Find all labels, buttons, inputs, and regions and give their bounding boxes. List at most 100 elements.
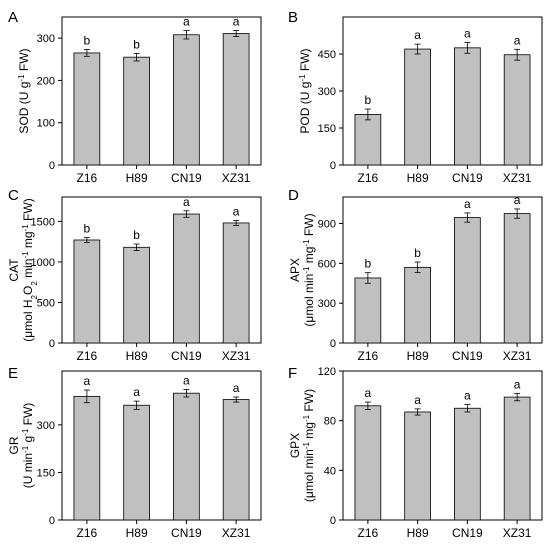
ylabel-part: FW) — [21, 198, 35, 224]
y-axis-label-name: GPX — [288, 433, 302, 458]
ylabel-part: -1 — [21, 445, 30, 453]
significance-label: a — [365, 386, 372, 400]
y-tick-label: 150 — [318, 123, 336, 135]
axes-frame — [61, 196, 262, 344]
ylabel-part: mg — [302, 247, 316, 267]
panel-letter: A — [8, 9, 18, 26]
ylabel-part: -1 — [21, 428, 30, 436]
y-tick-label: 0 — [330, 338, 336, 350]
bar — [173, 392, 200, 521]
y-tick-label: 80 — [324, 416, 336, 428]
significance-label: a — [514, 377, 521, 391]
y-tick-label: 450 — [318, 49, 336, 61]
axes-frame — [342, 196, 543, 344]
category-label: XZ31 — [222, 171, 251, 185]
ylabel-part: (μmol min — [302, 274, 316, 327]
y-axis-label: POD (U g-1 FW) — [298, 48, 313, 133]
y-tick-label: 1000 — [31, 257, 55, 269]
panel-a: A 0 100 200 300 b Z16 b H89 a CN19 a XZ31 SOD (U g-1 … — [8, 9, 262, 185]
y-tick-label: 500 — [37, 297, 55, 309]
panel-letter: C — [8, 187, 19, 204]
y-tick-label: 0 — [330, 160, 336, 172]
category-label: XZ31 — [222, 349, 251, 363]
bar — [123, 56, 150, 166]
ylabel-part: 2 — [30, 281, 39, 286]
category-label: Z16 — [358, 171, 379, 185]
category-label: XZ31 — [503, 526, 532, 540]
significance-label: a — [233, 205, 240, 219]
category-label: CN19 — [171, 349, 202, 363]
significance-label: a — [514, 193, 521, 207]
significance-label: b — [133, 228, 140, 242]
bar — [222, 222, 250, 344]
ylabel-part: -1 — [298, 74, 307, 82]
ylabel-part: -1 — [302, 414, 311, 422]
y-tick-label: 120 — [318, 366, 336, 378]
significance-label: a — [414, 393, 421, 407]
y-tick-label: 150 — [37, 467, 55, 479]
category-label: Z16 — [358, 349, 379, 363]
significance-label: a — [233, 381, 240, 395]
y-tick-label: 40 — [324, 465, 336, 477]
y-tick-label: 300 — [318, 298, 336, 310]
bar — [354, 405, 382, 521]
bar — [123, 246, 150, 344]
panel-letter: D — [288, 187, 299, 204]
significance-label: a — [233, 15, 240, 29]
category-label: CN19 — [452, 171, 483, 185]
axes-frame — [342, 370, 543, 521]
category-label: XZ31 — [222, 526, 251, 540]
ylabel-part: POD (U g — [298, 82, 312, 134]
panel-b: B 0 150 300 450 b Z16 a H89 a CN19 a XZ31 POD (U g-1 … — [288, 9, 543, 185]
y-tick-label: 100 — [37, 118, 55, 130]
bar — [404, 266, 431, 344]
bar — [454, 407, 481, 521]
y-tick-label: 0 — [49, 338, 55, 350]
ylabel-part: (U min — [21, 453, 35, 488]
ylabel-part: O — [21, 286, 35, 295]
ylabel-part: -1 — [302, 442, 311, 450]
significance-label: a — [464, 26, 471, 40]
ylabel-part: FW) — [21, 403, 35, 429]
category-label: CN19 — [452, 526, 483, 540]
significance-label: a — [183, 15, 190, 29]
y-tick-label: 300 — [37, 33, 55, 45]
significance-label: b — [414, 246, 421, 260]
significance-label: b — [133, 37, 140, 51]
y-axis-label-name: APX — [288, 258, 302, 282]
significance-label: a — [414, 28, 421, 42]
significance-label: a — [464, 197, 471, 211]
category-label: XZ31 — [503, 349, 532, 363]
y-tick-label: 300 — [37, 420, 55, 432]
y-axis-label-name: CAT — [7, 258, 21, 282]
ylabel-part: FW) — [302, 213, 316, 239]
panel-letter: F — [288, 365, 297, 382]
significance-label: a — [464, 389, 471, 403]
bar — [173, 34, 200, 166]
bar — [123, 404, 150, 521]
significance-label: b — [365, 257, 372, 271]
ylabel-part: (μmol min — [302, 449, 316, 502]
category-label: CN19 — [452, 349, 483, 363]
category-label: H89 — [126, 526, 148, 540]
bar — [454, 217, 481, 344]
panel-d: D 0 300 600 900 b Z16 b H89 a CN19 a XZ31 APX(μmol mi… — [288, 187, 543, 363]
bar — [454, 47, 481, 166]
significance-label: b — [365, 93, 372, 107]
significance-label: a — [183, 373, 190, 387]
bar — [503, 396, 531, 521]
axes-frame — [61, 370, 262, 521]
bar — [173, 213, 200, 344]
significance-label: a — [133, 385, 140, 399]
bar — [73, 52, 101, 166]
y-tick-label: 600 — [318, 258, 336, 270]
ylabel-part: FW) — [17, 48, 31, 74]
y-tick-label: 200 — [37, 75, 55, 87]
bar — [222, 399, 250, 521]
bar — [222, 33, 250, 166]
y-tick-label: 300 — [318, 86, 336, 98]
ylabel-part: min — [21, 259, 35, 282]
significance-label: a — [183, 195, 190, 209]
